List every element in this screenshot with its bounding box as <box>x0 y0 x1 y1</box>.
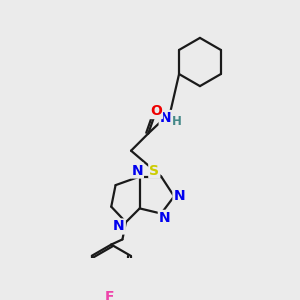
Text: O: O <box>150 104 162 118</box>
Text: N: N <box>113 220 125 233</box>
Text: H: H <box>172 115 182 128</box>
Text: F: F <box>105 290 114 300</box>
Text: N: N <box>159 211 170 225</box>
Text: N: N <box>173 189 185 203</box>
Text: N: N <box>160 111 171 125</box>
Text: N: N <box>131 164 143 178</box>
Text: S: S <box>149 164 159 178</box>
